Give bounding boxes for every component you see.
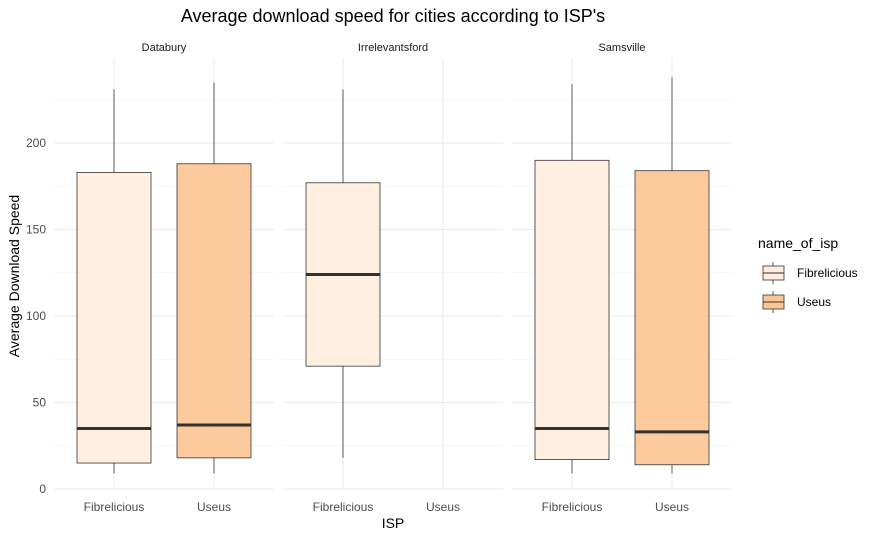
y-tick-label: 50 [33, 396, 47, 410]
box-iqr [76, 172, 152, 464]
y-tick-label: 200 [26, 136, 46, 150]
y-tick-label: 0 [39, 482, 46, 496]
y-axis: 0 50 100 150 200 [26, 136, 46, 496]
x-tick-label: Useus [655, 500, 689, 514]
box-iqr [534, 159, 610, 460]
box-useus [634, 77, 710, 474]
x-tick-label: Useus [426, 500, 460, 514]
y-axis-title: Average Download Speed [6, 195, 22, 357]
x-tick-label: Fibrelicious [313, 500, 374, 514]
legend-title: name_of_isp [758, 235, 838, 251]
box-fibrelicious [305, 89, 381, 458]
panel-samsville: Samsville Fibrelicious Useus [512, 42, 732, 514]
box-fibrelicious [534, 84, 610, 474]
legend-label: Useus [797, 295, 831, 309]
x-tick-label: Fibrelicious [84, 500, 145, 514]
facet-label: Irrelevantsford [358, 42, 428, 54]
legend: name_of_isp Fibrelicious Useus [758, 235, 858, 313]
x-tick-label: Useus [197, 500, 231, 514]
legend-item-useus: Useus [762, 291, 831, 313]
y-tick-label: 100 [26, 309, 46, 323]
box-iqr [634, 170, 710, 466]
legend-item-fibrelicious: Fibrelicious [762, 262, 858, 284]
legend-label: Fibrelicious [797, 266, 858, 280]
panel-databury: Databury Fibrelicious Useus [54, 42, 274, 514]
box-useus [176, 82, 252, 474]
panel-irrelevantsford: Irrelevantsford Fibrelicious Useus [283, 42, 503, 514]
box-fibrelicious [76, 89, 152, 474]
y-tick-label: 150 [26, 223, 46, 237]
x-tick-label: Fibrelicious [542, 500, 603, 514]
facet-label: Samsville [598, 42, 645, 54]
x-axis-title: ISP [382, 515, 405, 531]
chart-title: Average download speed for cities accord… [181, 6, 605, 26]
facet-label: Databury [142, 42, 187, 54]
box-iqr [176, 163, 252, 459]
